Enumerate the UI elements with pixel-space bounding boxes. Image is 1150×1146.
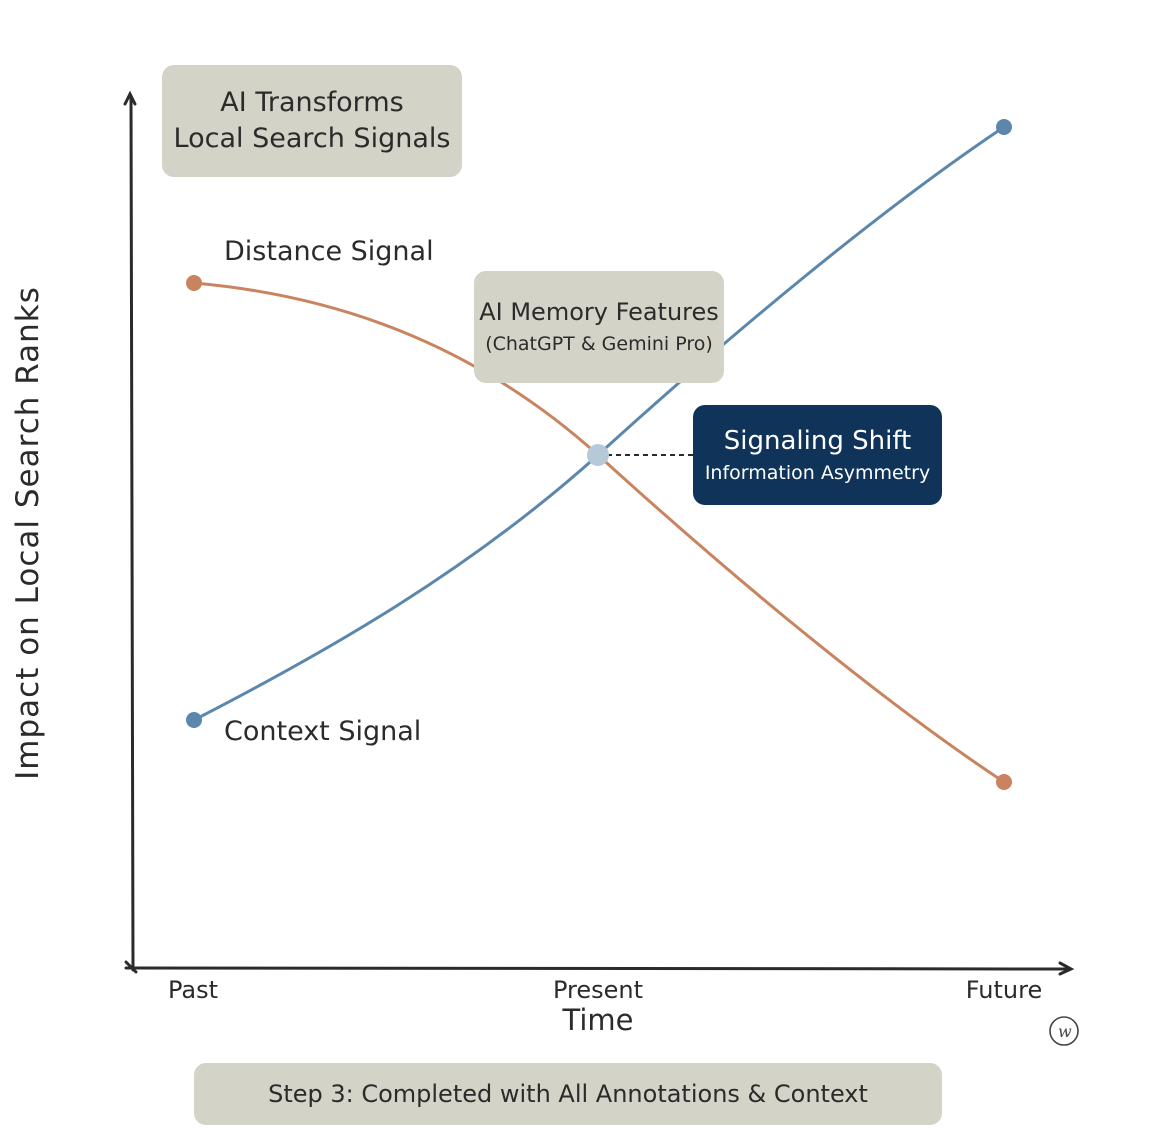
intersection-point xyxy=(587,444,609,466)
footer-step-box: Step 3: Completed with All Annotations &… xyxy=(194,1063,942,1125)
shift-annotation-box: Signaling Shift Information Asymmetry xyxy=(693,405,942,505)
y-axis-arrow xyxy=(123,90,137,106)
x-axis-arrow xyxy=(1058,961,1075,976)
distance-point-future xyxy=(996,774,1012,790)
memory-annotation-title: AI Memory Features xyxy=(479,298,719,326)
title-line-2: Local Search Signals xyxy=(173,123,451,154)
signature-mark: w xyxy=(1048,1014,1084,1054)
memory-annotation-subtitle: (ChatGPT & Gemini Pro) xyxy=(485,333,713,355)
signature-icon: w xyxy=(1049,1016,1079,1046)
context-point-future xyxy=(996,119,1012,135)
context-point-past xyxy=(186,712,202,728)
axes xyxy=(123,90,1075,976)
distance-signal-label: Distance Signal xyxy=(224,236,434,267)
x-axis-line xyxy=(124,966,1072,971)
y-axis-line xyxy=(129,95,135,972)
distance-point-past xyxy=(186,275,202,291)
footer-step-text: Step 3: Completed with All Annotations &… xyxy=(268,1080,868,1108)
shift-annotation-subtitle: Information Asymmetry xyxy=(704,462,931,484)
axis-origin-mark xyxy=(124,960,138,974)
signature-text: w xyxy=(1058,1022,1072,1041)
context-signal-label: Context Signal xyxy=(224,716,422,747)
y-axis-title: Impact on Local Search Ranks xyxy=(10,286,46,780)
title-line-1: AI Transforms xyxy=(220,87,404,118)
x-tick-present: Present xyxy=(552,976,644,1004)
title-box: AI Transforms Local Search Signals xyxy=(162,65,462,177)
x-axis-title: Time xyxy=(562,1003,634,1037)
memory-annotation-box: AI Memory Features (ChatGPT & Gemini Pro… xyxy=(474,271,724,383)
x-tick-future: Future xyxy=(965,976,1043,1004)
shift-annotation-title: Signaling Shift xyxy=(723,426,912,456)
x-tick-past: Past xyxy=(167,976,219,1004)
